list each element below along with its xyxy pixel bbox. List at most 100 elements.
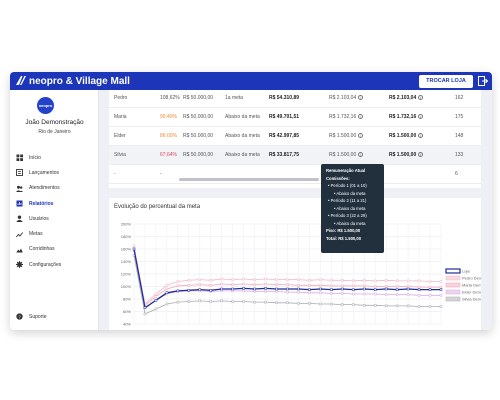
sidebar: neopro João Demonstração Rio de Janeiro …: [10, 90, 99, 330]
flag-icon: [16, 248, 23, 253]
users-icon: [16, 185, 23, 192]
cell-text: R$ 50.000,00: [183, 95, 214, 101]
data-point: [143, 306, 147, 309]
sidebar-item-label: Metas: [29, 231, 43, 238]
switch-store-button[interactable]: TROCAR LOJA: [419, 75, 473, 88]
table-row[interactable]: Silvia 67,64% R$ 50.000,00 Abaixo da meta R$…: [109, 146, 481, 165]
y-tick-label: 180%: [121, 234, 132, 239]
info-icon[interactable]: i: [418, 114, 424, 120]
cell-text: -: [160, 171, 162, 177]
data-point: [363, 304, 366, 307]
cell-name: -: [114, 171, 116, 177]
app-logo[interactable]: neopro & Village Mall: [16, 75, 130, 87]
user-icon: [16, 215, 23, 223]
cell-text: 1a meta: [225, 95, 244, 101]
table-row[interactable]: Pedro 108,62% R$ 50.000,00 1a meta R$ 54.310…: [109, 89, 481, 108]
legend-label: Silvia Demo: [462, 297, 481, 302]
table-row[interactable]: - - 6: [109, 165, 481, 184]
remuneration-tooltip: Remuneração Atual Comissões: • Período 1 (…: [321, 164, 384, 253]
data-point: [209, 300, 212, 303]
cell-status: Abaixo da meta: [225, 152, 260, 158]
sidebar-item-relatorios[interactable]: Relatórios: [16, 196, 96, 211]
data-point: [209, 279, 212, 282]
sidebar-item-inicio[interactable]: Início: [16, 150, 96, 165]
legend-label: Pedro Demo: [462, 276, 481, 281]
cell-text: 175: [455, 114, 464, 120]
data-point: [406, 304, 410, 308]
cell-goal: R$ 50.000,00: [183, 133, 213, 139]
data-point: [187, 279, 191, 282]
data-point: [308, 288, 311, 291]
cell-text: 99,40%: [160, 114, 177, 120]
y-tick-label: 160%: [121, 247, 132, 252]
cell-comm2: R$ 2.103,04 i: [389, 95, 424, 101]
line-chart: 200% 180% 160% 140% 120% 100% 80% 60% 40% Loja Ped…: [121, 222, 481, 327]
sidebar-item-label: Usuários: [29, 215, 49, 222]
info-icon[interactable]: i: [358, 152, 364, 158]
logout-icon[interactable]: [478, 76, 488, 86]
info-icon[interactable]: i: [418, 133, 424, 139]
data-point: [395, 288, 399, 291]
cell-pct: 86,00%: [160, 133, 177, 139]
sales-table: Pedro 108,62% R$ 50.000,00 1a meta R$ 54.310…: [109, 90, 481, 188]
data-point: [176, 289, 180, 293]
data-point: [384, 304, 388, 308]
data-point: [286, 278, 289, 281]
legend-swatch: [445, 282, 461, 288]
data-point: [242, 287, 245, 290]
data-point: [417, 294, 421, 297]
info-icon[interactable]: i: [358, 133, 364, 139]
cell-text: Silvia: [114, 152, 126, 158]
data-point: [395, 304, 399, 308]
data-point: [428, 294, 432, 297]
sidebar-item-configuracoes[interactable]: Configurações: [16, 257, 96, 272]
cell-count: 148: [455, 133, 463, 139]
cell-name: Elder: [114, 133, 126, 139]
cell-text: Abaixo da meta: [225, 152, 260, 158]
support-link[interactable]: ? Suporte: [16, 313, 47, 320]
legend-swatch: [445, 289, 461, 295]
cell-status: Abaixo da meta: [225, 133, 260, 139]
y-tick-label: 120%: [121, 272, 132, 277]
sidebar-item-lancamentos[interactable]: Lançamentos: [16, 165, 96, 180]
cell-text: 6: [455, 171, 458, 177]
avatar[interactable]: neopro: [37, 97, 54, 114]
data-point: [187, 284, 191, 287]
data-point: [363, 279, 366, 282]
data-point: [209, 284, 212, 287]
cell-text: Maria: [114, 114, 127, 120]
sidebar-item-metas[interactable]: Metas: [16, 226, 96, 241]
sidebar-item-atendimentos[interactable]: Atendimentos: [16, 181, 96, 196]
info-icon[interactable]: i: [358, 95, 364, 101]
cell-count: 133: [455, 152, 463, 158]
info-icon[interactable]: i: [358, 114, 364, 120]
data-point: [352, 288, 355, 291]
data-point: [384, 293, 388, 296]
legend-label: Loja: [462, 269, 470, 274]
cell-text: Pedro: [114, 95, 128, 101]
table-row[interactable]: Elder 86,00% R$ 50.000,00 Abaixo da meta R$ …: [109, 127, 481, 146]
info-icon[interactable]: i: [418, 95, 424, 101]
data-point: [428, 288, 432, 291]
cell-comm1: R$ 1.500,00 i: [329, 152, 364, 158]
data-point: [417, 279, 421, 283]
cell-text: Abaixo da meta: [225, 133, 260, 139]
sidebar-item-corridinhas[interactable]: Corridinhas: [16, 242, 96, 257]
cell-name: Silvia: [114, 152, 126, 158]
cell-goal: R$ 50.000,00: [183, 95, 213, 101]
info-icon[interactable]: i: [418, 152, 424, 158]
cell-pct: 99,40%: [160, 114, 177, 120]
table-row[interactable]: Maria 99,40% R$ 50.000,00 Abaixo da meta R$ …: [109, 108, 481, 127]
sidebar-item-usuarios[interactable]: Usuários: [16, 211, 96, 226]
data-point: [264, 290, 267, 293]
data-point: [165, 287, 169, 291]
data-point: [439, 294, 443, 297]
data-point: [187, 289, 191, 292]
data-point: [275, 278, 278, 281]
data-point: [231, 278, 234, 281]
cell-text: 133: [455, 152, 464, 158]
horizontal-scrollbar[interactable]: [179, 178, 319, 181]
svg-text:?: ?: [18, 314, 21, 319]
cell-count: 162: [455, 95, 463, 101]
cell-text: R$ 1.500,00: [389, 152, 417, 158]
